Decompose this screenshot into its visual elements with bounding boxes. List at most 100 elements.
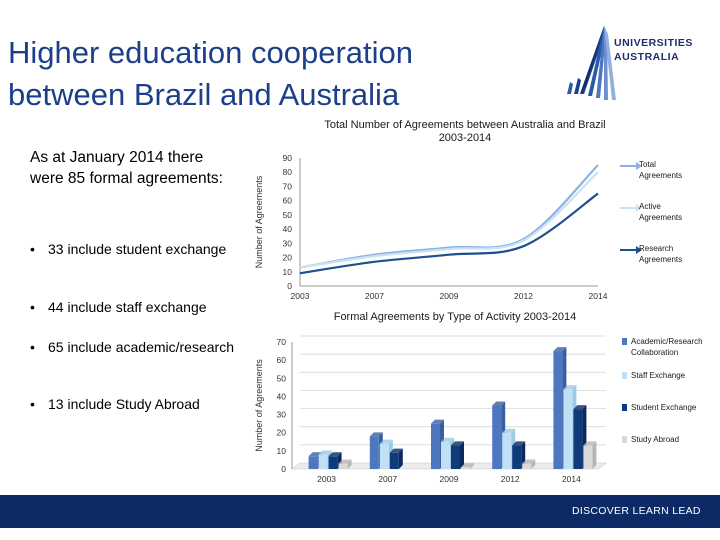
line-chart-x-tick-label: 2009 bbox=[440, 291, 459, 301]
legend-label-active-line-1: Active bbox=[639, 202, 661, 211]
bullet-text: 65 include academic/research bbox=[48, 339, 234, 355]
line-chart-y-tick-label: 70 bbox=[283, 181, 293, 191]
bar-staff-exchange bbox=[318, 454, 328, 469]
bar-chart-x-tick-label: 2007 bbox=[378, 474, 397, 484]
bar-top-staff-exchange bbox=[502, 428, 516, 433]
legend-label-total-line-1: Total bbox=[639, 160, 656, 169]
line-chart-y-tick-label: 10 bbox=[283, 267, 293, 277]
intro-text: As at January 2014 there were 85 formal … bbox=[30, 149, 223, 187]
bar-chart-y-tick-label: 70 bbox=[277, 337, 287, 347]
line-chart-y-tick-label: 60 bbox=[283, 196, 293, 206]
bullet-icon: • bbox=[30, 339, 35, 355]
line-chart-title-line-2: 2003-2014 bbox=[438, 132, 492, 144]
bar-study-abroad bbox=[338, 463, 348, 469]
legend-label-academic-research-line-1: Academic/Research bbox=[631, 337, 703, 346]
line-chart-y-tick-label: 30 bbox=[283, 238, 293, 248]
bar-top-staff-exchange bbox=[379, 439, 393, 444]
bar-top-study-abroad bbox=[522, 459, 536, 464]
bullet-text: 33 include student exchange bbox=[48, 241, 227, 257]
bullet-icon: • bbox=[30, 241, 35, 257]
logo-wordmark: UNIVERSITIES AUSTRALIA bbox=[614, 36, 693, 64]
line-series-total bbox=[299, 164, 599, 269]
bar-top-study-abroad bbox=[583, 441, 597, 446]
logo-line-1: UNIVERSITIES bbox=[614, 37, 693, 49]
bar-staff-exchange bbox=[379, 443, 389, 469]
bar-staff-exchange bbox=[441, 441, 450, 469]
bullet-icon: • bbox=[30, 299, 35, 315]
line-chart-x-tick-label: 2007 bbox=[365, 291, 384, 301]
line-chart-x-tick-label: 2012 bbox=[514, 291, 533, 301]
bar-staff-exchange bbox=[502, 432, 512, 469]
line-chart-y-axis-label: Number of Agreements bbox=[254, 175, 264, 268]
line-chart-y-tick-label: 90 bbox=[283, 153, 293, 163]
bar-side-student-exchange bbox=[460, 441, 464, 469]
bullet-text: 13 include Study Abroad bbox=[48, 396, 200, 412]
bar-top-study-abroad bbox=[338, 459, 352, 464]
bar-student-exchange bbox=[328, 456, 338, 469]
bar-academic-research bbox=[308, 456, 318, 469]
bullet-text: 44 include staff exchange bbox=[48, 299, 207, 315]
bar-top-academic-research bbox=[492, 401, 506, 406]
legend-arrow-icon bbox=[636, 162, 642, 170]
legend-label-research-line-2: Agreements bbox=[639, 255, 682, 264]
line-chart-title: Total Number of Agreements between Austr… bbox=[300, 119, 630, 145]
bar-student-exchange bbox=[573, 409, 583, 469]
slide-title-line-2: between Brazil and Australia bbox=[8, 77, 400, 112]
line-series-active bbox=[299, 171, 599, 269]
legend-swatch-study-abroad bbox=[622, 436, 627, 443]
bar-chart-y-tick-label: 20 bbox=[277, 428, 287, 438]
bar-top-academic-research bbox=[308, 452, 322, 457]
bar-chart-y-tick-label: 0 bbox=[281, 464, 286, 474]
line-chart: Number of Agreements 0 10 20 30 40 50 60 70 80 90 2… bbox=[254, 153, 682, 301]
bar-chart-x-tick-label: 2012 bbox=[501, 474, 520, 484]
bar-chart-y-tick-label: 60 bbox=[277, 355, 287, 365]
bar-side-study-abroad bbox=[531, 459, 536, 469]
legend-label-study-abroad: Study Abroad bbox=[631, 435, 679, 444]
line-series-research bbox=[299, 192, 599, 275]
line-chart-x-tick-label: 2014 bbox=[589, 291, 608, 301]
line-chart-y-tick-label: 40 bbox=[283, 224, 293, 234]
bar-top-student-exchange bbox=[573, 405, 587, 410]
bar-chart-y-axis-label: Number of Agreements bbox=[254, 359, 264, 452]
line-chart-y-tick-label: 0 bbox=[287, 281, 292, 291]
legend-arrow-icon bbox=[636, 204, 642, 212]
bar-chart-x-tick-label: 2003 bbox=[317, 474, 336, 484]
bar-chart-x-tick-label: 2014 bbox=[562, 474, 581, 484]
bar-side-study-abroad bbox=[347, 459, 352, 469]
legend-label-student-exchange: Student Exchange bbox=[631, 403, 697, 412]
bar-student-exchange bbox=[512, 445, 522, 469]
bar-chart-title: Formal Agreements by Type of Activity 20… bbox=[333, 311, 577, 323]
bullet-icon: • bbox=[30, 396, 35, 412]
legend-swatch-student-exchange bbox=[622, 404, 627, 411]
line-chart-title-line-1: Total Number of Agreements between Austr… bbox=[324, 119, 606, 131]
bar-chart: Number of Agreements 0 10 20 30 40 50 60 70 2003 2… bbox=[254, 335, 703, 484]
bar-academic-research bbox=[492, 405, 502, 469]
bar-top-academic-research bbox=[431, 419, 444, 424]
bar-top-student-exchange bbox=[512, 441, 526, 446]
bar-study-abroad bbox=[522, 463, 532, 469]
legend-label-active-line-2: Agreements bbox=[639, 213, 682, 222]
bar-top-staff-exchange bbox=[563, 385, 577, 390]
bar-staff-exchange bbox=[563, 389, 573, 469]
legend-label-research-line-1: Research bbox=[639, 244, 673, 253]
bar-chart-y-tick-label: 10 bbox=[277, 446, 287, 456]
bar-study-abroad bbox=[583, 445, 593, 469]
bar-top-staff-exchange bbox=[441, 437, 454, 442]
bar-academic-research bbox=[553, 351, 563, 469]
legend-label-academic-research-line-2: Collaboration bbox=[631, 348, 678, 357]
line-chart-y-tick-label: 20 bbox=[283, 253, 293, 263]
universities-australia-logo-icon bbox=[567, 26, 616, 100]
bar-top-student-exchange bbox=[451, 441, 464, 446]
footer-tagline: DISCOVER LEARN LEAD bbox=[572, 505, 701, 517]
slide-title-line-1: Higher education cooperation bbox=[8, 35, 413, 70]
footer-bar bbox=[0, 495, 720, 528]
bar-student-exchange bbox=[389, 452, 399, 469]
line-chart-x-tick-label: 2003 bbox=[291, 291, 310, 301]
bar-top-academic-research bbox=[553, 347, 567, 352]
bar-chart-y-tick-label: 40 bbox=[277, 391, 287, 401]
bar-chart-x-tick-label: 2009 bbox=[440, 474, 459, 484]
bar-top-academic-research bbox=[369, 432, 383, 437]
legend-label-total-line-2: Agreements bbox=[639, 171, 682, 180]
bar-chart-y-tick-label: 50 bbox=[277, 373, 287, 383]
bar-top-staff-exchange bbox=[318, 450, 332, 455]
